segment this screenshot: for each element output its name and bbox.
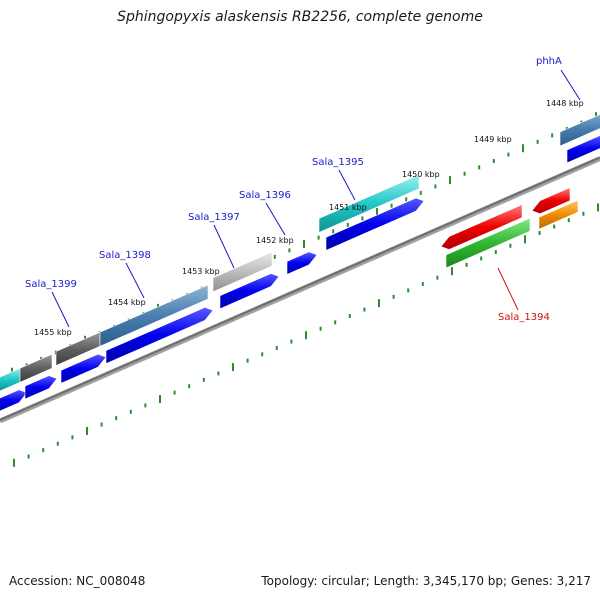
scale-label-1451: 1451 kbp [329,203,367,212]
label-leaders [51,69,581,328]
gene-label-sala-1399[interactable]: Sala_1399 [25,279,77,290]
label-leader-line [560,69,581,101]
scale-label-1449: 1449 kbp [474,135,512,144]
gene-forward-1[interactable] [0,389,28,412]
scale-label-1455: 1455 kbp [34,328,72,337]
label-leader-line [51,291,70,328]
label-leader-line [338,169,356,201]
gene-label-sala-1395[interactable]: Sala_1395 [312,157,364,168]
gene-reverse-2[interactable] [531,187,571,215]
gene-sala-1399-cog[interactable] [19,353,53,383]
gene-features [0,110,600,412]
scale-labels: 1448 kbp 1449 kbp 1450 kbp 1451 kbp 1452… [34,99,584,337]
label-leader-line [497,267,519,311]
gene-labels: phhA Sala_1395 Sala_1396 Sala_1397 Sala_… [25,56,562,323]
gene-reverse-2-cog[interactable] [538,199,579,230]
gene-sala-1395-cog[interactable] [318,174,420,233]
gene-phhA-cog[interactable] [559,110,600,147]
map-title: Sphingopyxis alaskensis RB2256, complete… [117,9,483,25]
accession-label: Accession: NC_008048 [9,574,146,588]
scale-label-1453: 1453 kbp [182,267,220,276]
gene-sala-1394-reverse[interactable] [440,204,523,250]
scale-label-1452: 1452 kbp [256,236,294,245]
gene-sala-1394-cog[interactable] [445,217,531,269]
genome-backbone [0,156,600,424]
gene-label-sala-1396[interactable]: Sala_1396 [239,190,291,201]
genome-summary: Topology: circular; Length: 3,345,170 bp… [261,574,591,588]
gene-phhA-forward[interactable] [566,135,600,164]
gene-sala-1397-cog[interactable] [212,251,273,293]
gene-sala-1398-cog[interactable] [99,284,209,347]
backbone-inner [0,156,600,421]
label-leader-line [265,202,286,236]
label-leader-line [213,224,235,269]
gene-forward-6[interactable] [286,251,318,275]
gene-forward-7[interactable] [325,197,425,251]
gene-forward-4[interactable] [105,306,214,365]
scale-label-1448: 1448 kbp [546,99,584,108]
gene-forward-3[interactable] [60,353,107,384]
gene-forward-2[interactable] [24,375,58,400]
label-leader-line [125,262,145,299]
gene-label-sala-1397[interactable]: Sala_1397 [188,212,240,223]
scale-label-1454: 1454 kbp [108,298,146,307]
gene-label-sala-1398[interactable]: Sala_1398 [99,250,151,261]
gene-label-phhA[interactable]: phhA [536,56,562,67]
gene-forward-5[interactable] [219,273,280,310]
scale-label-1450: 1450 kbp [402,170,440,179]
gene-label-sala-1394[interactable]: Sala_1394 [498,312,550,323]
